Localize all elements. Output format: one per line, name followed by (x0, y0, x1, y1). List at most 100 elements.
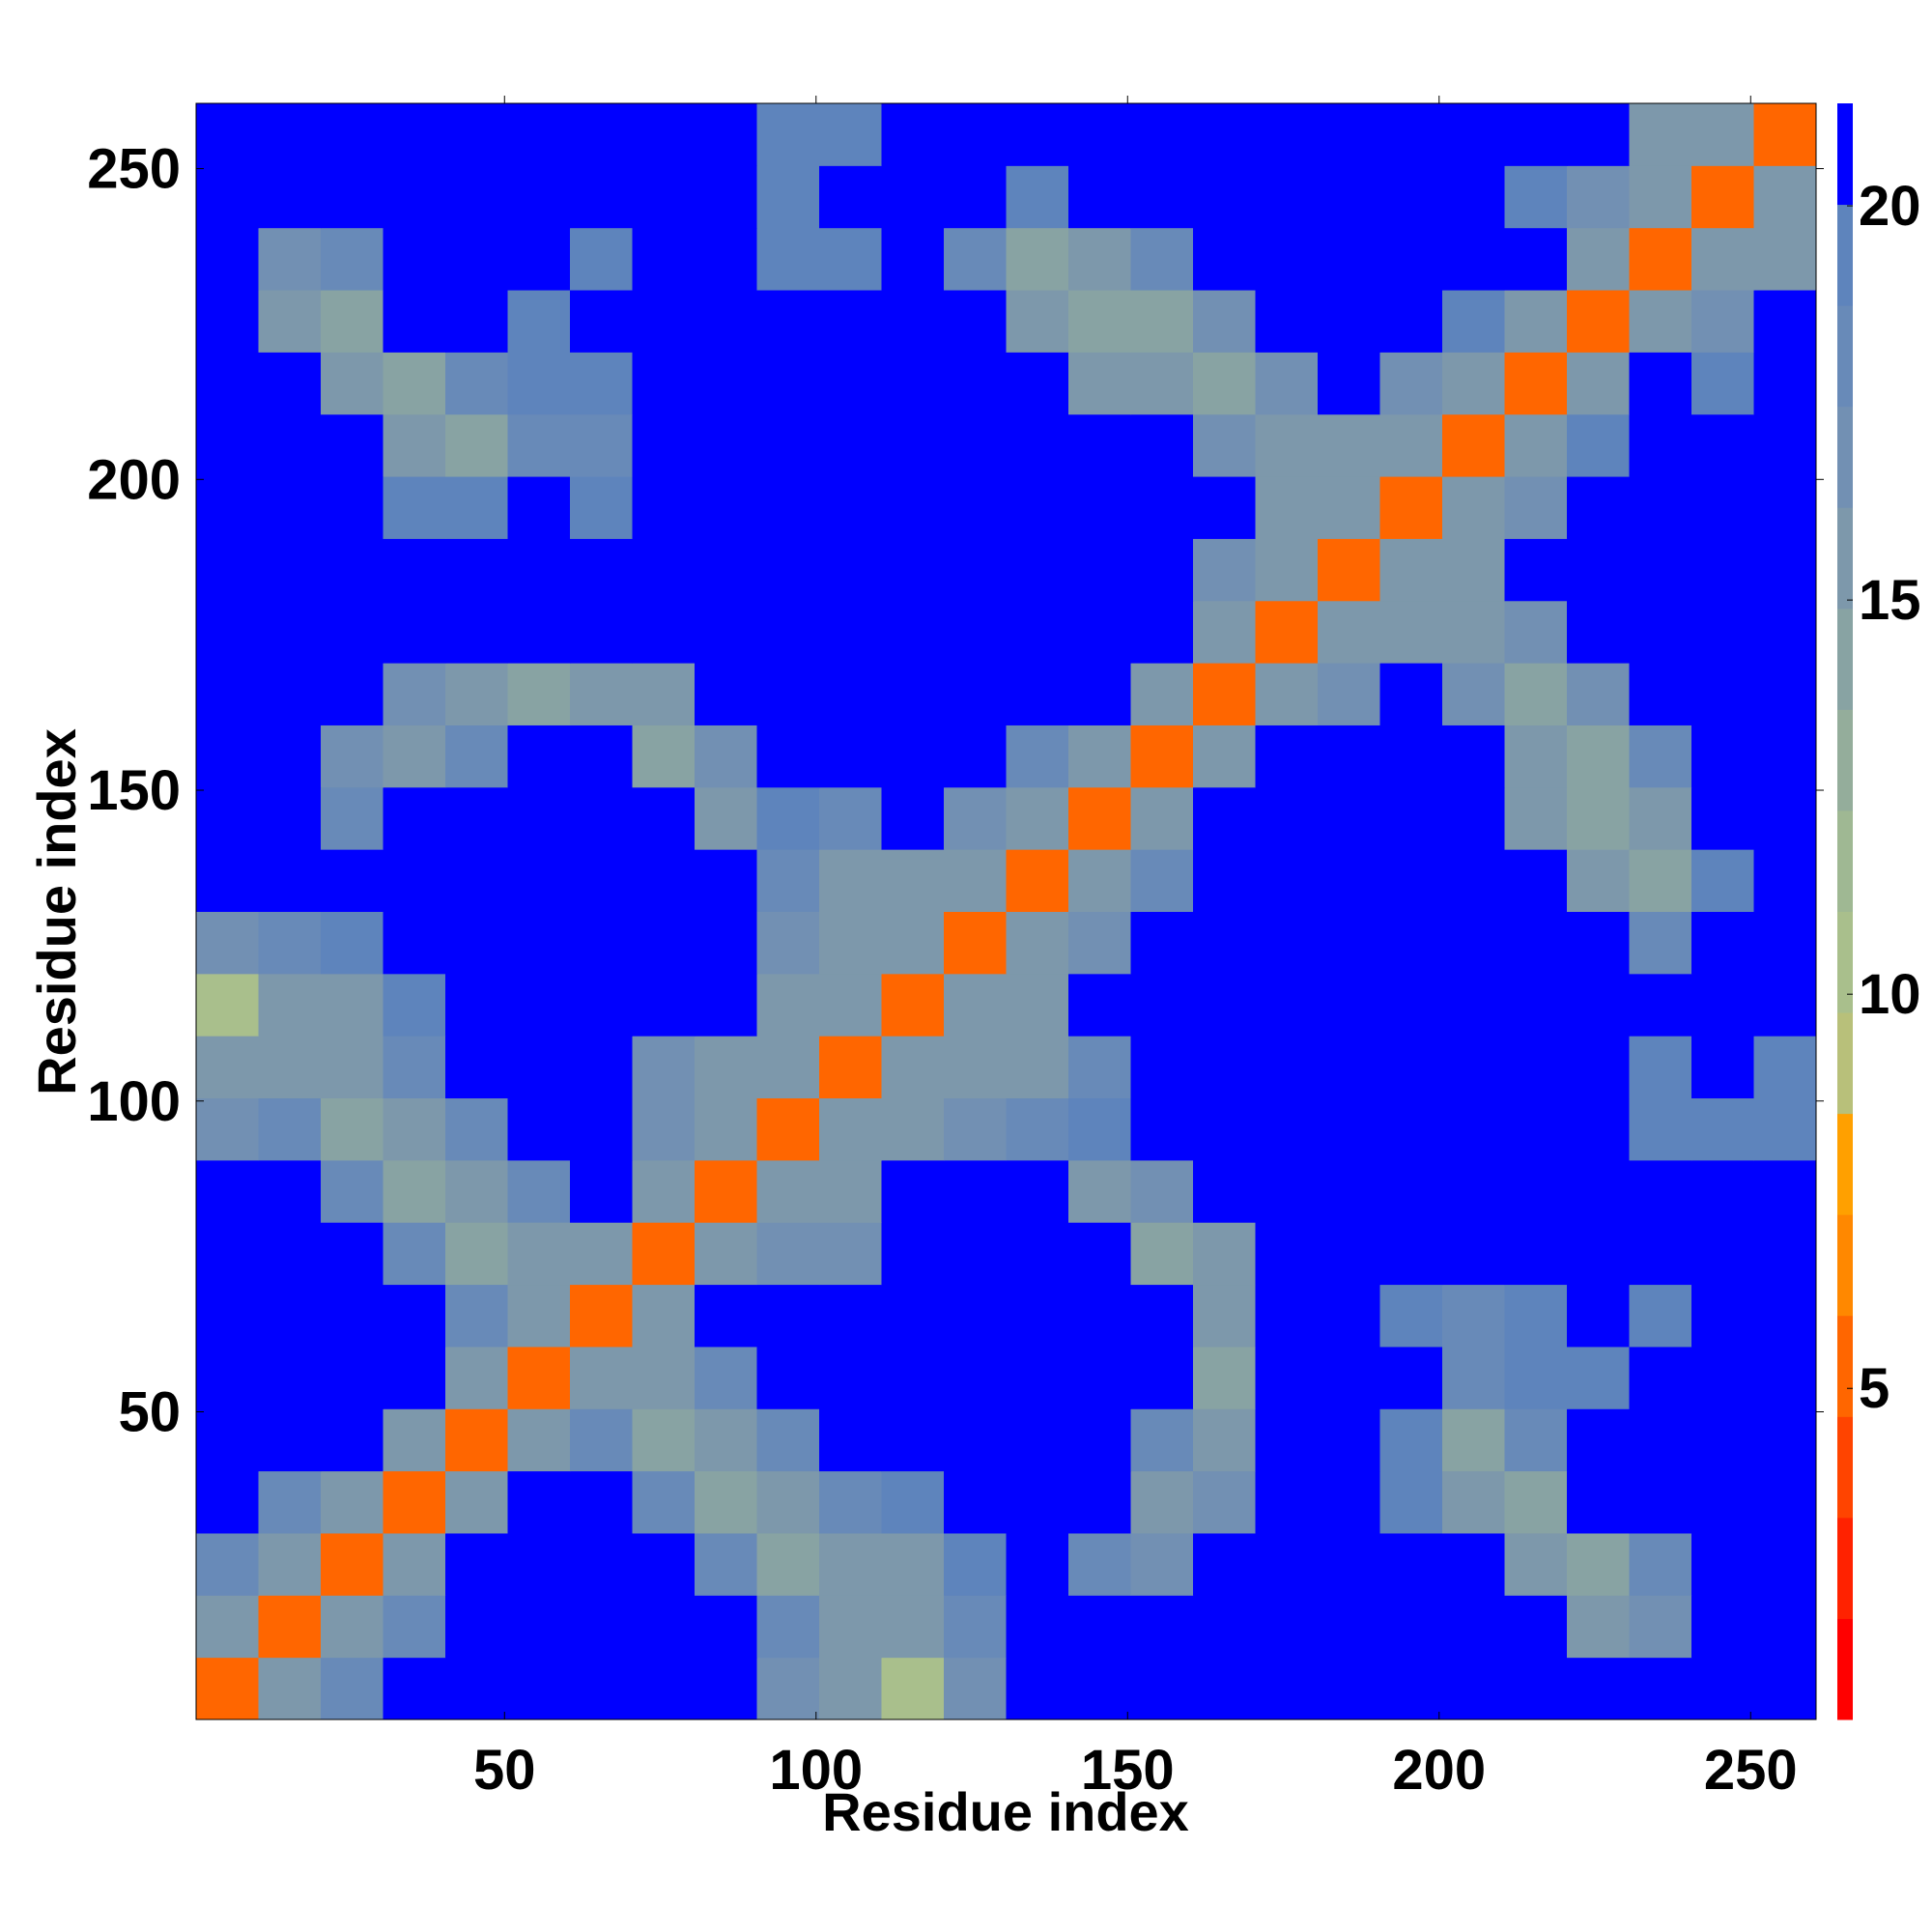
heatmap-cell (632, 1097, 696, 1161)
heatmap-cell (196, 724, 259, 788)
heatmap-cell (383, 476, 446, 539)
heatmap-cell (1379, 724, 1443, 788)
heatmap-cell (570, 1532, 633, 1596)
heatmap-cell (1567, 1595, 1630, 1659)
heatmap-cell (1629, 538, 1692, 602)
heatmap-cell (1193, 786, 1256, 850)
heatmap-cell (881, 1532, 945, 1596)
heatmap-cell (695, 663, 757, 725)
heatmap-cell (1255, 1595, 1319, 1659)
heatmap-cell (1567, 476, 1630, 539)
heatmap-cell (881, 413, 945, 477)
heatmap-cell (1006, 1470, 1069, 1534)
heatmap-cell (1567, 413, 1630, 477)
heatmap-cell (881, 103, 945, 166)
heatmap-cell (944, 1346, 1007, 1409)
heatmap-cell (1318, 1346, 1380, 1409)
heatmap-cell (321, 538, 384, 602)
heatmap-cell (1442, 1470, 1505, 1534)
heatmap-cell (1567, 1097, 1630, 1161)
heatmap-cell (1318, 663, 1380, 725)
heatmap-cell (1130, 786, 1194, 850)
heatmap-cell (819, 1657, 882, 1720)
x-tick-label: 200 (1392, 1739, 1486, 1802)
heatmap-cell (1193, 600, 1256, 664)
heatmap-cell (570, 1036, 633, 1099)
heatmap-cell (1629, 1222, 1692, 1286)
heatmap-cell (1442, 1532, 1505, 1596)
colorbar-tick-label: 20 (1859, 175, 1921, 238)
heatmap-cell (258, 973, 322, 1037)
heatmap-cell (1504, 413, 1568, 477)
heatmap-cell (756, 227, 820, 291)
heatmap-cell (1006, 1532, 1069, 1596)
heatmap-cell (1629, 476, 1692, 539)
heatmap-cell (383, 1346, 446, 1409)
heatmap-cell (944, 290, 1007, 353)
heatmap-cell (196, 911, 259, 975)
heatmap-cell (445, 786, 508, 850)
colorbar-band (1837, 1618, 1853, 1720)
heatmap-cell (1068, 1657, 1131, 1720)
heatmap-cell (1193, 165, 1256, 229)
heatmap-cell (1753, 413, 1817, 477)
heatmap-cell (383, 1159, 446, 1223)
heatmap-cell (1130, 165, 1194, 229)
heatmap-cell (1442, 663, 1505, 725)
heatmap-cell (881, 227, 945, 291)
heatmap-cell (1504, 538, 1568, 602)
heatmap-cell (1691, 1284, 1754, 1348)
heatmap-cell (1567, 911, 1630, 975)
heatmap-cell (1068, 724, 1131, 788)
heatmap-cell (1006, 1159, 1069, 1223)
heatmap-cell (570, 103, 633, 166)
heatmap-cell (756, 600, 820, 664)
heatmap-cell (196, 352, 259, 415)
heatmap-cell (1193, 413, 1256, 477)
heatmap-cell (383, 1595, 446, 1659)
heatmap-cell (258, 600, 322, 664)
heatmap-cell (1691, 1159, 1754, 1223)
heatmap-cell (1130, 849, 1194, 912)
heatmap-cell (1567, 352, 1630, 415)
heatmap-cell (1193, 663, 1256, 725)
heatmap-cell (632, 849, 696, 912)
heatmap-cell (695, 538, 757, 602)
heatmap-cell (819, 1532, 882, 1596)
heatmap-cell (1753, 1657, 1817, 1720)
heatmap-cell (1379, 103, 1443, 166)
heatmap-cell (695, 973, 757, 1037)
heatmap-cell (1255, 1657, 1319, 1720)
heatmap-cell (632, 352, 696, 415)
heatmap-cell (1006, 849, 1069, 912)
heatmap-cell (881, 1595, 945, 1659)
heatmap-cell (944, 1097, 1007, 1161)
heatmap-cell (1753, 1284, 1817, 1348)
heatmap-cell (507, 476, 571, 539)
heatmap-cell (1379, 290, 1443, 353)
heatmap-cell (445, 849, 508, 912)
heatmap-cell (383, 1284, 446, 1348)
heatmap-cell (632, 227, 696, 291)
heatmap-cell (507, 165, 571, 229)
heatmap-cell (1130, 227, 1194, 291)
heatmap-cell (1753, 227, 1817, 291)
heatmap-cell (1068, 290, 1131, 353)
heatmap-cell (1691, 1470, 1754, 1534)
heatmap-cell (1318, 476, 1380, 539)
heatmap-cell (944, 724, 1007, 788)
heatmap-cell (1255, 1036, 1319, 1099)
heatmap-cell (1629, 1097, 1692, 1161)
heatmap-cell (1442, 1657, 1505, 1720)
heatmap-cell (1130, 911, 1194, 975)
heatmap-cell (944, 849, 1007, 912)
heatmap-cell (1753, 476, 1817, 539)
heatmap-cell (321, 1222, 384, 1286)
heatmap-cell (944, 911, 1007, 975)
heatmap-cell (1691, 786, 1754, 850)
heatmap-cell (1255, 1097, 1319, 1161)
heatmap-cell (881, 1657, 945, 1720)
heatmap-cell (756, 1532, 820, 1596)
heatmap-cell (196, 1222, 259, 1286)
heatmap-cell (1068, 973, 1131, 1037)
